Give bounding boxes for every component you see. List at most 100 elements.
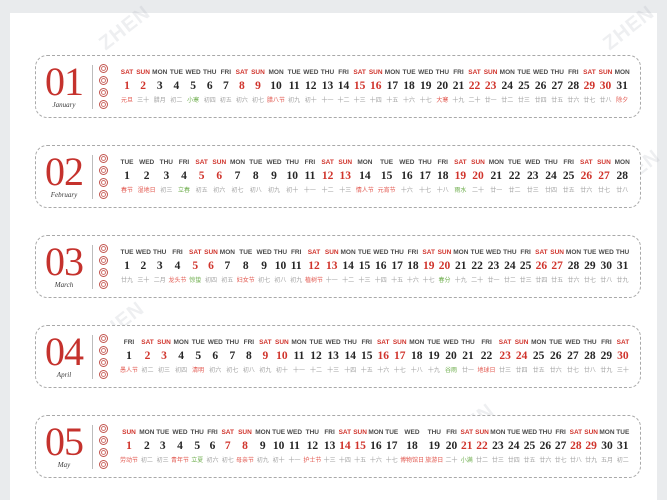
day-cell: TUE 22 廿二	[508, 159, 522, 194]
lunar-label: 初二	[141, 367, 154, 374]
date-number: 9	[259, 440, 266, 452]
coin-icon	[99, 370, 108, 379]
weekday-label: FRI	[601, 338, 612, 346]
lunar-label: 廿四	[515, 367, 528, 374]
day-cell: WED 9 初七	[257, 249, 272, 284]
lunar-label: 初七	[221, 457, 234, 464]
day-cell: MON 23 廿三	[490, 429, 505, 464]
day-cell: MON 21 十九	[453, 249, 468, 284]
date-number: 8	[252, 170, 259, 182]
weekday-label: SUN	[550, 248, 565, 256]
weekday-label: THU	[390, 248, 404, 256]
coin-icon	[99, 358, 108, 367]
lunar-label: 愚人节	[120, 367, 139, 374]
coin-icon	[99, 178, 108, 187]
date-number: 25	[519, 260, 532, 272]
weekday-label: SAT	[353, 68, 366, 76]
coin-icons	[99, 244, 108, 289]
day-cell: MON 31 除夕	[615, 69, 630, 104]
coin-icon	[99, 244, 108, 253]
date-number: 15	[353, 80, 366, 92]
lunar-label: 五月	[600, 457, 613, 464]
coin-icon	[99, 280, 108, 289]
lunar-label: 母亲节	[235, 457, 254, 464]
day-cell: MON 24 廿二	[500, 69, 515, 104]
lunar-label: 廿二	[508, 187, 521, 194]
day-cell: FRI 18 十八	[436, 159, 450, 194]
day-cell: TUE 17 十七	[385, 429, 399, 464]
weekday-label: TUE	[239, 248, 253, 256]
weekday-label: SUN	[274, 338, 289, 346]
date-number: 24	[515, 350, 528, 362]
weekday-label: FRI	[338, 68, 349, 76]
weekday-label: THU	[343, 338, 357, 346]
weekday-label: SAT	[376, 338, 390, 346]
coin-icon	[99, 448, 108, 457]
weekday-label: THU	[461, 338, 475, 346]
coin-icon	[99, 64, 108, 73]
date-number: 20	[438, 260, 451, 272]
date-number: 21	[455, 260, 467, 272]
day-cell: TUE 25 廿三	[517, 69, 531, 104]
weekday-label: MON	[173, 338, 189, 346]
lunar-label: 廿八	[616, 187, 629, 194]
month-strip: 02 February TUE 1 春节 WED 2 湿地日 THU 3 初三 FRI 4 立春 SAT…	[35, 145, 641, 208]
day-cell: WED 9 初九	[266, 159, 281, 194]
lunar-label: 十九	[427, 367, 440, 374]
lunar-label: 十六	[406, 277, 419, 284]
date-number: 21	[452, 80, 465, 92]
day-cell: FRI 22 地球日	[478, 339, 496, 374]
date-number: 9	[262, 350, 269, 362]
day-cell: SAT 5 惊蛰	[188, 249, 202, 284]
date-number: 12	[310, 350, 322, 362]
day-cell: THU 31 廿九	[616, 249, 630, 284]
lunar-label: 廿一	[484, 97, 497, 104]
lunar-label: 三十	[616, 367, 629, 374]
date-number: 3	[156, 260, 163, 272]
day-cell: FRI 15 十五	[360, 339, 374, 374]
day-cell: FRI 4 龙头节	[168, 249, 186, 284]
date-number: 11	[290, 260, 302, 272]
date-number: 29	[583, 80, 596, 92]
weekday-label: SAT	[259, 338, 272, 346]
lunar-label: 廿七	[597, 187, 610, 194]
date-number: 22	[476, 440, 488, 452]
date-number: 15	[380, 170, 393, 182]
weekday-label: THU	[285, 158, 299, 166]
lunar-label: 廿七	[554, 457, 567, 464]
lunar-label: 旅游日	[425, 457, 444, 464]
day-cell: TUE 24 廿四	[507, 429, 521, 464]
lunar-label: 初二	[616, 457, 629, 464]
date-number: 22	[480, 350, 493, 362]
weekday-label: SAT	[321, 158, 334, 166]
lunar-label: 廿四	[534, 97, 547, 104]
day-cell: MON 14 十二	[341, 249, 356, 284]
date-number: 20	[436, 80, 449, 92]
date-number: 9	[261, 260, 267, 272]
weekday-label: TUE	[549, 338, 563, 346]
weekday-label: SUN	[368, 68, 383, 76]
day-cell: SAT 12 植树节	[305, 249, 323, 284]
day-cell: MON 17 十五	[385, 69, 400, 104]
date-number: 4	[178, 350, 184, 362]
day-cell: MON 9 初九	[255, 429, 270, 464]
month-header: 01 January	[36, 61, 92, 110]
days-row: SUN 1 劳动节 MON 2 初二 TUE 3 初三 WED 4 青年节 THU 5 立夏 FRI 6 初六 SA…	[120, 428, 630, 464]
date-number: 30	[600, 260, 612, 272]
weekday-label: SAT	[460, 428, 474, 436]
day-cell: SAT 15 十三	[353, 68, 367, 104]
lunar-label: 廿五	[551, 277, 564, 284]
day-cell: THU 19 旅游日	[425, 429, 444, 464]
day-cell: SUN 23 廿一	[484, 69, 498, 104]
weekday-label: MON	[229, 158, 246, 166]
weekday-label: SAT	[338, 428, 352, 436]
lunar-label: 廿六	[539, 457, 552, 464]
weekday-label: SUN	[471, 158, 485, 166]
weekday-label: TUE	[616, 428, 630, 436]
lunar-label: 初三	[160, 187, 173, 194]
date-number: 30	[617, 350, 629, 362]
lunar-label: 十八	[436, 187, 449, 194]
lunar-label: 初六	[235, 97, 248, 104]
month-header: 05 May	[36, 421, 92, 470]
weekday-label: THU	[320, 68, 335, 76]
